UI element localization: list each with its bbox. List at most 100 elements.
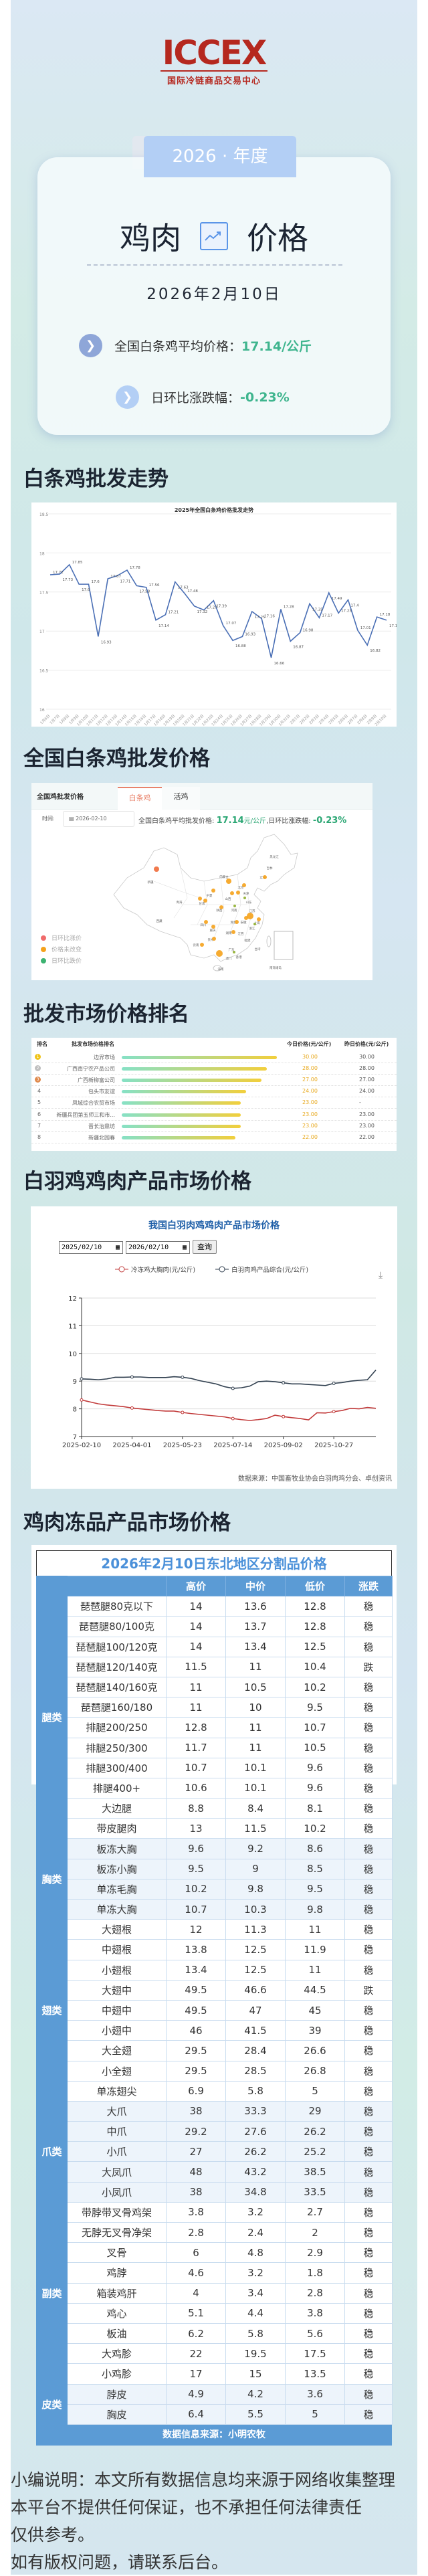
time-label: 时间: [42,816,55,822]
logo-subtitle: 国际冷链商品交易中心 [167,76,261,86]
price-marker[interactable] [233,951,235,953]
low-price: 8.5 [285,1858,345,1879]
data-label: 17.78 [130,566,140,570]
price-marker[interactable] [253,923,256,925]
trend: 稳 [344,1858,393,1879]
download-icon[interactable]: ⤓ [379,1270,383,1281]
year-tab: 2026 · 年度 [144,136,296,177]
low-price: 2.9 [285,2242,345,2264]
summary-change-label: ,日环比涨跌幅: [266,818,311,825]
ranking-row[interactable]: 3 广西新柳富公司 27.00 27.00 [31,1075,397,1087]
mid-price: 5.8 [225,2322,286,2344]
data-label: 16.87 [293,645,304,649]
trend: 稳 [344,1919,393,1940]
table-row: 大鸡胗 22 19.5 17.5 稳 [36,2343,393,2365]
price-marker[interactable] [203,899,207,903]
ranking-panel: 排名 批发市场价格排名 今日价格(元/公斤) 昨日价格(元/公斤) 1 边界市场 3… [31,1038,397,1151]
price-marker[interactable] [204,920,208,924]
disclaimer-line: 小编说明：本文所有数据信息均来源于网络收集整理 [11,2470,396,2490]
high-price: 48 [166,2161,226,2183]
high-price: 11.5 [166,1656,226,1677]
trend: 稳 [344,2383,393,2405]
product-name: 带皮腿肉 [67,1818,167,1839]
high-price: 27 [166,2141,226,2163]
header-yesterday: 昨日价格(元/公斤) [344,1041,389,1047]
price-marker[interactable] [242,883,246,887]
price-marker[interactable] [235,920,239,924]
yesterday-price: 23.00 [359,1122,374,1129]
price-bar [122,1124,241,1128]
chevron-right-icon: ❯ [116,385,139,409]
legend-marker[interactable] [219,1266,225,1273]
trend: 稳 [344,1697,393,1718]
china-outline [113,834,298,962]
price-marker[interactable] [154,866,159,872]
yesterday-price: 23.00 [359,1111,374,1117]
price-marker[interactable] [243,897,246,899]
price-marker[interactable] [233,905,236,907]
legend-item[interactable]: 价格未改变 [41,943,82,955]
end-date-value: 2026/02/10 [128,1244,169,1251]
ranking-row[interactable]: 5 凤城综合农贸市场 23.00 - [31,1097,397,1109]
price-marker[interactable] [198,897,202,901]
price-marker[interactable] [231,930,235,934]
tab-white-chicken[interactable]: 白条鸡 [118,787,162,810]
tab-live-chicken[interactable]: 活鸡 [162,787,200,810]
data-label: 17.28 [284,605,294,609]
hainan-outline [213,965,222,972]
high-price: 17 [166,2363,226,2385]
price-marker[interactable] [263,875,267,879]
ranking-row[interactable]: 6 新疆兵团第五师三和市... 23.00 23.00 [31,1109,397,1121]
x-tick-label: 2025-02-10 [62,1442,101,1449]
start-date-input[interactable]: 2025/02/10 ▦ [59,1241,123,1254]
price-marker[interactable] [257,917,261,921]
table-row: 翅类 大翅根 12 11.3 11 稳 [36,1919,393,2102]
price-marker[interactable] [236,891,240,895]
table-row: 副类 带脖带叉骨鸡架 3.8 3.2 2.7 稳 [36,2201,393,2385]
mid-price: 9.8 [225,1878,286,1900]
ranking-row[interactable]: 7 晋长治鼎坊 23.00 23.00 [31,1121,397,1132]
province-label: 广东 [229,947,235,952]
price-marker[interactable] [200,943,204,947]
trend: 稳 [344,1717,393,1738]
ranking-row[interactable]: 2 广西南宁农产品公司 28.00 28.00 [31,1063,397,1075]
legend-marker[interactable] [118,1266,125,1273]
high-price: 6.2 [166,2322,226,2344]
date-picker[interactable]: ▤ 2026-02-10 [63,811,134,827]
price-marker[interactable] [244,916,248,920]
price-marker[interactable] [216,950,223,957]
legend-item[interactable]: 日环比涨价 [41,932,82,943]
ranking-row[interactable]: 1 边界市场 30.00 30.00 [31,1052,397,1063]
price-marker[interactable] [219,905,223,909]
product-name: 胸皮 [67,2403,167,2425]
province-border [173,867,188,919]
trend: 稳 [344,2100,393,2122]
price-marker[interactable] [230,891,234,895]
legend-label[interactable]: 冷冻鸡大胸肉(元/公斤) [131,1266,195,1274]
legend-item[interactable]: 日环比跌价 [41,955,82,966]
trend: 跌 [344,1656,393,1677]
price-marker[interactable] [247,913,253,919]
table-row: 中翅中 49.5 47 45 稳 [36,1999,393,2021]
high-price: 11 [166,1676,226,1698]
rank-number: 8 [37,1133,41,1140]
end-date-input[interactable]: 2026/02/10 ▦ [126,1241,190,1254]
price-marker[interactable] [226,879,231,884]
ranking-row[interactable]: 4 包头市友谊 24.00 24.00 [31,1086,397,1098]
legend-label[interactable]: 白羽肉鸡产品综合(元/公斤) [231,1266,308,1274]
high-price: 10.7 [166,1898,226,1920]
query-button[interactable]: 查询 [193,1240,217,1254]
summary-avg-value: 17.14 [216,816,244,826]
yesterday-price: 30.00 [359,1054,374,1060]
table-row: 琵琶腿80/100克 14 13.7 12.8 稳 [36,1616,393,1637]
y-tick-label: 18.5 [39,513,49,517]
price-marker[interactable] [211,925,215,929]
price-marker[interactable] [211,889,215,893]
series-point [80,1398,84,1402]
low-price: 29 [285,2100,345,2122]
price-marker[interactable] [212,937,216,941]
low-price: 17.5 [285,2343,345,2365]
table-row: 小全翅 29.5 28.5 26.8 稳 [36,2060,393,2082]
ranking-row[interactable]: 8 新疆北园春 22.00 22.00 [31,1132,397,1143]
province-label: 海南 [218,967,224,972]
